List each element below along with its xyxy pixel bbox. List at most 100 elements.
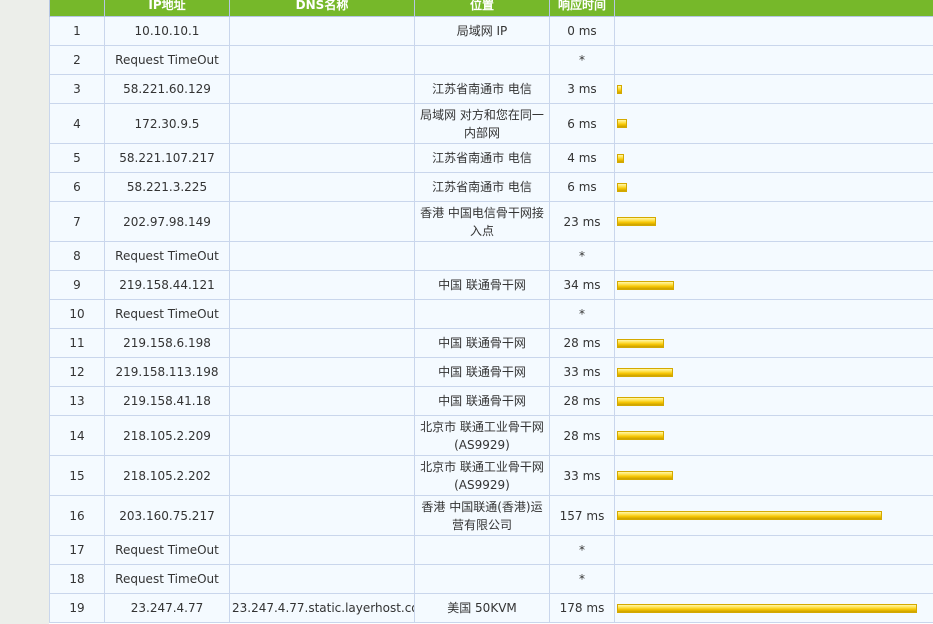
time-cell: *: [549, 535, 615, 565]
table-row: 2 Request TimeOut *: [49, 45, 933, 75]
location-cell: [414, 241, 550, 271]
location-cell: 中国 联通骨干网: [414, 270, 550, 300]
ip-cell: 203.160.75.217: [104, 495, 230, 536]
time-cell: 0 ms: [549, 16, 615, 46]
table-row: 1 10.10.10.1 局域网 IP 0 ms: [49, 16, 933, 46]
location-cell: [414, 564, 550, 594]
response-bar-cell: [614, 593, 933, 623]
dns-cell: [229, 45, 415, 75]
traceroute-panel: IP地址 DNS名称 位置 响应时间 1 10.10.10.1 局域网 IP 0 ms…: [49, 0, 933, 624]
ip-cell: 202.97.98.149: [104, 201, 230, 242]
dns-cell: [229, 201, 415, 242]
time-cell: 33 ms: [549, 357, 615, 387]
table-row: 8 Request TimeOut *: [49, 241, 933, 271]
header-dns: DNS名称: [229, 0, 415, 17]
time-cell: 157 ms: [549, 495, 615, 536]
location-cell: 美国 50KVM: [414, 593, 550, 623]
table-row: 9 219.158.44.121 中国 联通骨干网 34 ms: [49, 270, 933, 300]
hop-cell: 19: [49, 593, 105, 623]
response-bar-cell: [614, 270, 933, 300]
table-row: 19 23.247.4.77 23.247.4.77.static.layerhos…: [49, 593, 933, 623]
response-time-bar: [617, 153, 624, 163]
dns-cell: [229, 172, 415, 202]
ip-cell: 10.10.10.1: [104, 16, 230, 46]
dns-cell: [229, 299, 415, 329]
ip-cell: Request TimeOut: [104, 299, 230, 329]
table-row: 16 203.160.75.217 香港 中国联通(香港)运营有限公司 157 ms: [49, 495, 933, 536]
dns-cell: [229, 415, 415, 456]
dns-cell: [229, 328, 415, 358]
dns-cell: [229, 535, 415, 565]
location-cell: 香港 中国电信骨干网接入点: [414, 201, 550, 242]
ip-cell: 58.221.3.225: [104, 172, 230, 202]
response-time-bar: [617, 603, 917, 613]
hop-cell: 11: [49, 328, 105, 358]
response-time-bar: [617, 338, 664, 348]
dns-cell: [229, 103, 415, 144]
location-cell: 中国 联通骨干网: [414, 328, 550, 358]
response-time-bar: [617, 182, 627, 192]
hop-cell: 17: [49, 535, 105, 565]
ip-cell: Request TimeOut: [104, 45, 230, 75]
time-cell: *: [549, 564, 615, 594]
response-bar-cell: [614, 241, 933, 271]
ip-cell: 58.221.107.217: [104, 143, 230, 173]
dns-cell: [229, 495, 415, 536]
hop-cell: 6: [49, 172, 105, 202]
location-cell: 北京市 联通工业骨干网(AS9929): [414, 455, 550, 496]
location-cell: [414, 299, 550, 329]
dns-cell: [229, 270, 415, 300]
header-ip: IP地址: [104, 0, 230, 17]
location-cell: 北京市 联通工业骨干网(AS9929): [414, 415, 550, 456]
ip-cell: Request TimeOut: [104, 564, 230, 594]
table-row: 5 58.221.107.217 江苏省南通市 电信 4 ms: [49, 143, 933, 173]
hop-cell: 15: [49, 455, 105, 496]
ip-cell: 58.221.60.129: [104, 74, 230, 104]
time-cell: 23 ms: [549, 201, 615, 242]
ip-cell: 219.158.44.121: [104, 270, 230, 300]
location-cell: 局域网 IP: [414, 16, 550, 46]
time-cell: 28 ms: [549, 386, 615, 416]
time-cell: *: [549, 299, 615, 329]
response-bar-cell: [614, 564, 933, 594]
time-cell: *: [549, 241, 615, 271]
hop-cell: 4: [49, 103, 105, 144]
location-cell: [414, 535, 550, 565]
dns-cell: [229, 241, 415, 271]
table-row: 11 219.158.6.198 中国 联通骨干网 28 ms: [49, 328, 933, 358]
location-cell: 江苏省南通市 电信: [414, 74, 550, 104]
hop-cell: 9: [49, 270, 105, 300]
table-row: 15 218.105.2.202 北京市 联通工业骨干网(AS9929) 33 ms: [49, 455, 933, 496]
ip-cell: 23.247.4.77: [104, 593, 230, 623]
location-cell: 江苏省南通市 电信: [414, 143, 550, 173]
time-cell: 28 ms: [549, 415, 615, 456]
response-bar-cell: [614, 172, 933, 202]
table-row: 14 218.105.2.209 北京市 联通工业骨干网(AS9929) 28 ms: [49, 415, 933, 456]
table-row: 12 219.158.113.198 中国 联通骨干网 33 ms: [49, 357, 933, 387]
hop-cell: 5: [49, 143, 105, 173]
response-bar-cell: [614, 357, 933, 387]
ip-cell: Request TimeOut: [104, 241, 230, 271]
hop-cell: 18: [49, 564, 105, 594]
table-row: 6 58.221.3.225 江苏省南通市 电信 6 ms: [49, 172, 933, 202]
time-cell: 6 ms: [549, 103, 615, 144]
table-row: 10 Request TimeOut *: [49, 299, 933, 329]
table-header-row: IP地址 DNS名称 位置 响应时间: [49, 0, 933, 17]
table-row: 18 Request TimeOut *: [49, 564, 933, 594]
response-bar-cell: [614, 455, 933, 496]
response-bar-cell: [614, 45, 933, 75]
dns-cell: [229, 564, 415, 594]
response-time-bar: [617, 280, 674, 290]
location-cell: 中国 联通骨干网: [414, 357, 550, 387]
response-bar-cell: [614, 328, 933, 358]
hop-cell: 7: [49, 201, 105, 242]
time-cell: 28 ms: [549, 328, 615, 358]
dns-cell: 23.247.4.77.static.layerhost.com: [229, 593, 415, 623]
time-cell: 6 ms: [549, 172, 615, 202]
location-cell: 中国 联通骨干网: [414, 386, 550, 416]
time-cell: *: [549, 45, 615, 75]
time-cell: 33 ms: [549, 455, 615, 496]
location-cell: 香港 中国联通(香港)运营有限公司: [414, 495, 550, 536]
dns-cell: [229, 386, 415, 416]
response-time-bar: [617, 367, 673, 377]
